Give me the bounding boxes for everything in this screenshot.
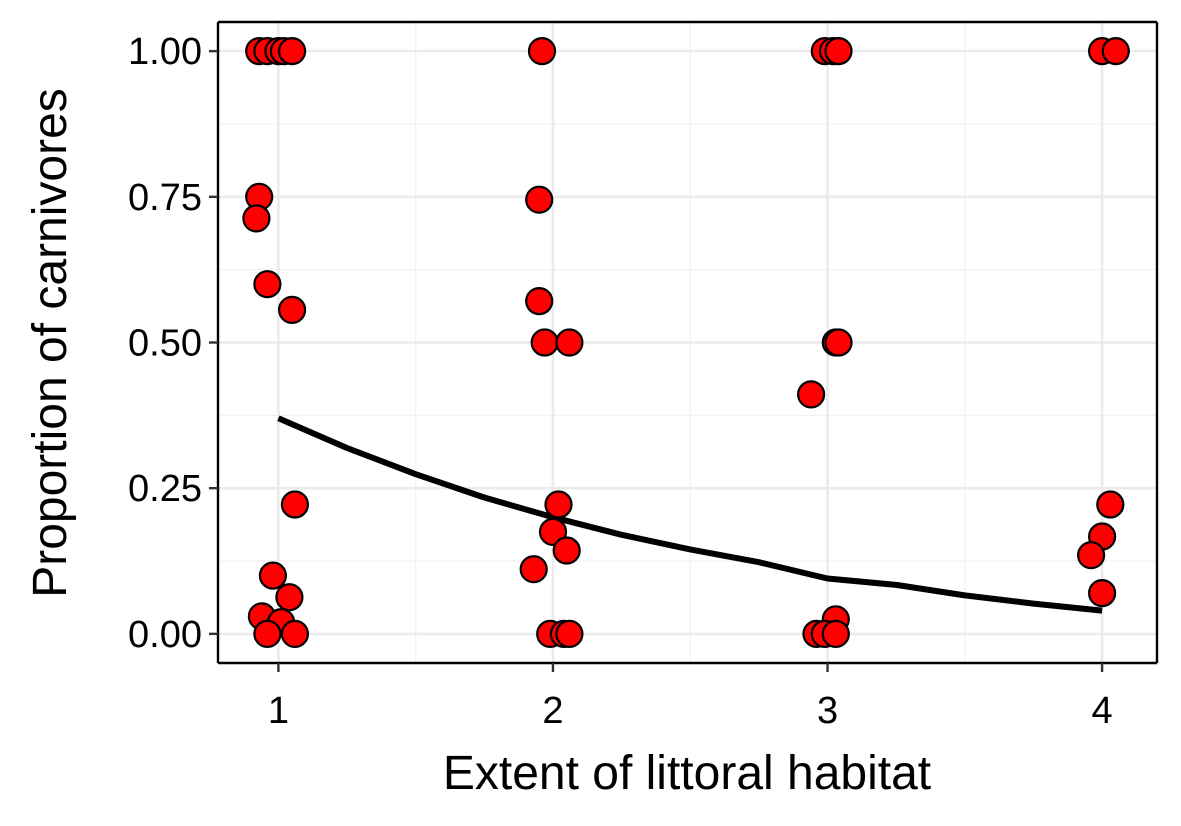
- data-point: [1087, 578, 1117, 608]
- y-tick-label: 0.25: [128, 468, 202, 510]
- data-point: [824, 36, 853, 66]
- y-tick-label: 0.75: [128, 177, 202, 219]
- x-tick-label: 2: [542, 690, 563, 732]
- data-point: [253, 619, 282, 649]
- data-point: [527, 36, 557, 66]
- data-point: [519, 555, 548, 584]
- data-point: [278, 36, 307, 66]
- data-point: [280, 619, 309, 649]
- data-point: [544, 490, 573, 519]
- data-point: [525, 287, 554, 316]
- tick-labels: 1 2 3 4 0.00 0.25 0.50 0.75 1.00: [128, 31, 1113, 732]
- data-point: [278, 295, 307, 324]
- data-point: [796, 380, 826, 409]
- y-axis-title: Proportion of carnivores: [24, 88, 77, 598]
- data-point: [555, 619, 584, 649]
- fitted-curve: [277, 415, 1103, 614]
- data-point: [525, 185, 554, 214]
- y-tick-label: 1.00: [128, 31, 202, 73]
- data-point: [242, 204, 271, 233]
- x-tick-label: 1: [268, 690, 289, 732]
- data-point: [821, 619, 850, 649]
- data-point: [253, 270, 282, 299]
- data-point: [1101, 36, 1130, 66]
- plot-grid: [218, 22, 1157, 663]
- data-point: [552, 536, 581, 565]
- x-tick-label: 3: [817, 690, 838, 732]
- data-point: [280, 490, 309, 519]
- y-tick-label: 0.50: [128, 323, 202, 365]
- data-point: [555, 328, 584, 357]
- axes: [209, 20, 1159, 672]
- x-axis-title: Extent of littoral habitat: [443, 747, 931, 800]
- data-point: [530, 328, 559, 357]
- data-points: [242, 36, 1130, 649]
- data-point: [258, 561, 287, 590]
- data-point: [824, 328, 853, 357]
- data-point: [1076, 541, 1106, 570]
- x-tick-label: 4: [1092, 690, 1113, 732]
- data-point: [275, 583, 304, 612]
- y-tick-label: 0.00: [128, 614, 202, 656]
- data-point: [1096, 490, 1125, 519]
